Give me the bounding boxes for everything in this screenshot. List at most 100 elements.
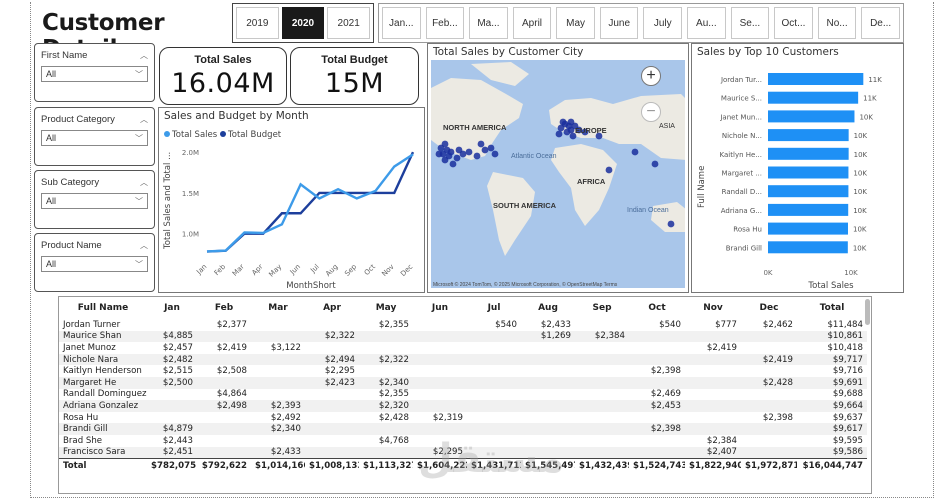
chevron-up-icon[interactable]: ︿ xyxy=(140,114,148,124)
map-point[interactable] xyxy=(487,144,495,152)
series-line-total-sales[interactable] xyxy=(206,153,414,253)
month-mar-button[interactable]: Ma... xyxy=(469,7,508,39)
table-row[interactable]: Brad She $2,443 $4,768 $2,384 $9,595 xyxy=(59,435,867,447)
map-point[interactable] xyxy=(563,128,571,136)
bar[interactable] xyxy=(768,185,849,198)
month-oct-button[interactable]: Oct... xyxy=(774,7,813,39)
column-header[interactable]: Full Name xyxy=(77,303,129,313)
map-point[interactable] xyxy=(491,150,499,158)
map-label-atlantic: Atlantic Ocean xyxy=(511,153,557,160)
product-category-dropdown[interactable]: All ﹀ xyxy=(41,130,148,146)
map-point[interactable] xyxy=(441,140,449,148)
map-point[interactable] xyxy=(481,146,489,154)
table-row[interactable]: Jordan Turner $2,377 $2,355 $540 $2,433 $540 $… xyxy=(59,319,867,331)
table-row[interactable]: Janet Munoz $2,457 $2,419 $3,122 $2,419 $10,4… xyxy=(59,342,867,354)
column-header[interactable]: Feb xyxy=(214,303,234,313)
series-line-total-budget[interactable] xyxy=(206,151,415,253)
table-row[interactable]: Adriana Gonzalez $2,498 $2,393 $2,320 $2,453… xyxy=(59,400,867,412)
map-point[interactable] xyxy=(569,132,577,140)
table-scrollbar[interactable] xyxy=(865,299,870,325)
sales-cell xyxy=(685,353,741,366)
map-point[interactable] xyxy=(651,160,659,168)
map-point[interactable] xyxy=(575,126,583,134)
column-header[interactable]: Jul xyxy=(487,303,501,313)
month-sep-button[interactable]: Se... xyxy=(730,7,770,39)
month-jan-button[interactable]: Jan... xyxy=(382,7,421,39)
year-2021-button[interactable]: 2021 xyxy=(327,7,371,39)
bar[interactable] xyxy=(768,129,849,142)
column-header[interactable]: Dec xyxy=(759,303,779,313)
bar[interactable] xyxy=(768,203,849,216)
table-row[interactable]: Brandi Gill $4,879 $2,340 $2,398 $9,617 xyxy=(59,423,867,435)
column-header[interactable]: Jan xyxy=(164,303,180,313)
column-header[interactable]: Mar xyxy=(268,303,288,313)
column-header[interactable]: Total xyxy=(819,303,845,313)
sales-cell: $2,340 xyxy=(251,423,305,435)
map-point[interactable] xyxy=(667,220,675,228)
column-header[interactable]: Aug xyxy=(538,303,558,313)
bar[interactable] xyxy=(768,166,849,179)
product-name-dropdown[interactable]: All ﹀ xyxy=(41,256,148,272)
map-point[interactable] xyxy=(559,118,567,126)
month-jun-button[interactable]: June xyxy=(599,7,639,39)
map-canvas[interactable]: NORTH AMERICA EUROPE ASIA Atlantic Ocean… xyxy=(431,60,685,288)
map-point[interactable] xyxy=(581,128,589,136)
bar[interactable] xyxy=(768,241,848,254)
year-2019-button[interactable]: 2019 xyxy=(236,7,279,39)
map-point[interactable] xyxy=(455,146,463,154)
map-point[interactable] xyxy=(555,130,563,138)
table-row[interactable]: Randall Dominguez $4,864 $2,355 $2,469 $9,68… xyxy=(59,389,867,401)
first-name-dropdown[interactable]: All ﹀ xyxy=(41,66,148,82)
zoom-out-button[interactable]: − xyxy=(641,102,661,122)
column-header[interactable]: Nov xyxy=(703,303,723,313)
map-point[interactable] xyxy=(435,150,443,158)
month-aug-button[interactable]: Au... xyxy=(687,7,726,39)
column-header[interactable]: Oct xyxy=(648,303,666,313)
bar-chart[interactable]: Full Name Total Sales 0K 10K Jordan Tur.… xyxy=(692,60,903,292)
month-feb-button[interactable]: Feb... xyxy=(425,7,465,39)
sales-cell xyxy=(413,330,467,343)
map-point[interactable] xyxy=(443,146,451,154)
sales-cell: $2,322 xyxy=(359,353,413,366)
bar[interactable] xyxy=(768,91,859,104)
table-row[interactable]: Maurice Shan $4,885 $2,322 $1,269 $2,384 $10,… xyxy=(59,330,867,343)
table-row[interactable]: Francisco Sara $2,451 $2,433 $2,295 $2,407 $9… xyxy=(59,446,867,459)
map-point[interactable] xyxy=(477,140,485,148)
bar[interactable] xyxy=(768,222,848,235)
zoom-in-button[interactable]: + xyxy=(641,66,661,86)
table-row[interactable]: Margaret He $2,500 $2,423 $2,340 $2,428 $9,69… xyxy=(59,376,867,389)
customer-matrix-table[interactable]: Full Name Jan Feb Mar Apr May Jun Jul Aug Sep Oct N… xyxy=(58,296,872,494)
bar[interactable] xyxy=(768,147,849,160)
map-point[interactable] xyxy=(567,118,575,126)
column-header[interactable]: Jun xyxy=(431,303,449,313)
column-header[interactable]: Apr xyxy=(323,303,341,313)
month-jul-button[interactable]: July xyxy=(643,7,683,39)
bar[interactable] xyxy=(768,110,855,123)
bar[interactable] xyxy=(768,73,864,85)
map-point[interactable] xyxy=(595,132,603,140)
table-row[interactable]: Rosa Hu $2,492 $2,428 $2,319 $2,398 $9,637 xyxy=(59,412,867,424)
chevron-up-icon[interactable]: ︿ xyxy=(140,50,148,60)
chevron-up-icon[interactable]: ︿ xyxy=(140,240,148,250)
map-point[interactable] xyxy=(453,154,461,162)
map-point[interactable] xyxy=(473,152,481,160)
sales-cell xyxy=(197,446,251,459)
map-point[interactable] xyxy=(449,160,457,168)
table-row[interactable]: Kaitlyn Henderson $2,515 $2,508 $2,295 $2,39… xyxy=(59,365,867,377)
line-chart[interactable]: Total Sales Total Budget Total Sales and… xyxy=(159,124,424,292)
map-point[interactable] xyxy=(631,148,639,156)
chevron-up-icon[interactable]: ︿ xyxy=(140,177,148,187)
sub-category-dropdown[interactable]: All ﹀ xyxy=(41,193,148,209)
sales-cell xyxy=(305,435,359,447)
month-dec-button[interactable]: De... xyxy=(861,7,900,39)
month-nov-button[interactable]: No... xyxy=(817,7,857,39)
sales-cell: $2,457 xyxy=(162,342,193,353)
month-apr-button[interactable]: April xyxy=(512,7,552,39)
year-2020-button[interactable]: 2020 xyxy=(281,7,325,39)
map-point[interactable] xyxy=(605,166,613,174)
month-may-button[interactable]: May xyxy=(556,7,595,39)
map-point[interactable] xyxy=(465,148,473,156)
table-row[interactable]: Nichole Nara $2,482 $2,494 $2,322 $2,419 $9,7… xyxy=(59,353,867,366)
column-header[interactable]: May xyxy=(375,303,397,313)
column-header[interactable]: Sep xyxy=(592,303,612,313)
